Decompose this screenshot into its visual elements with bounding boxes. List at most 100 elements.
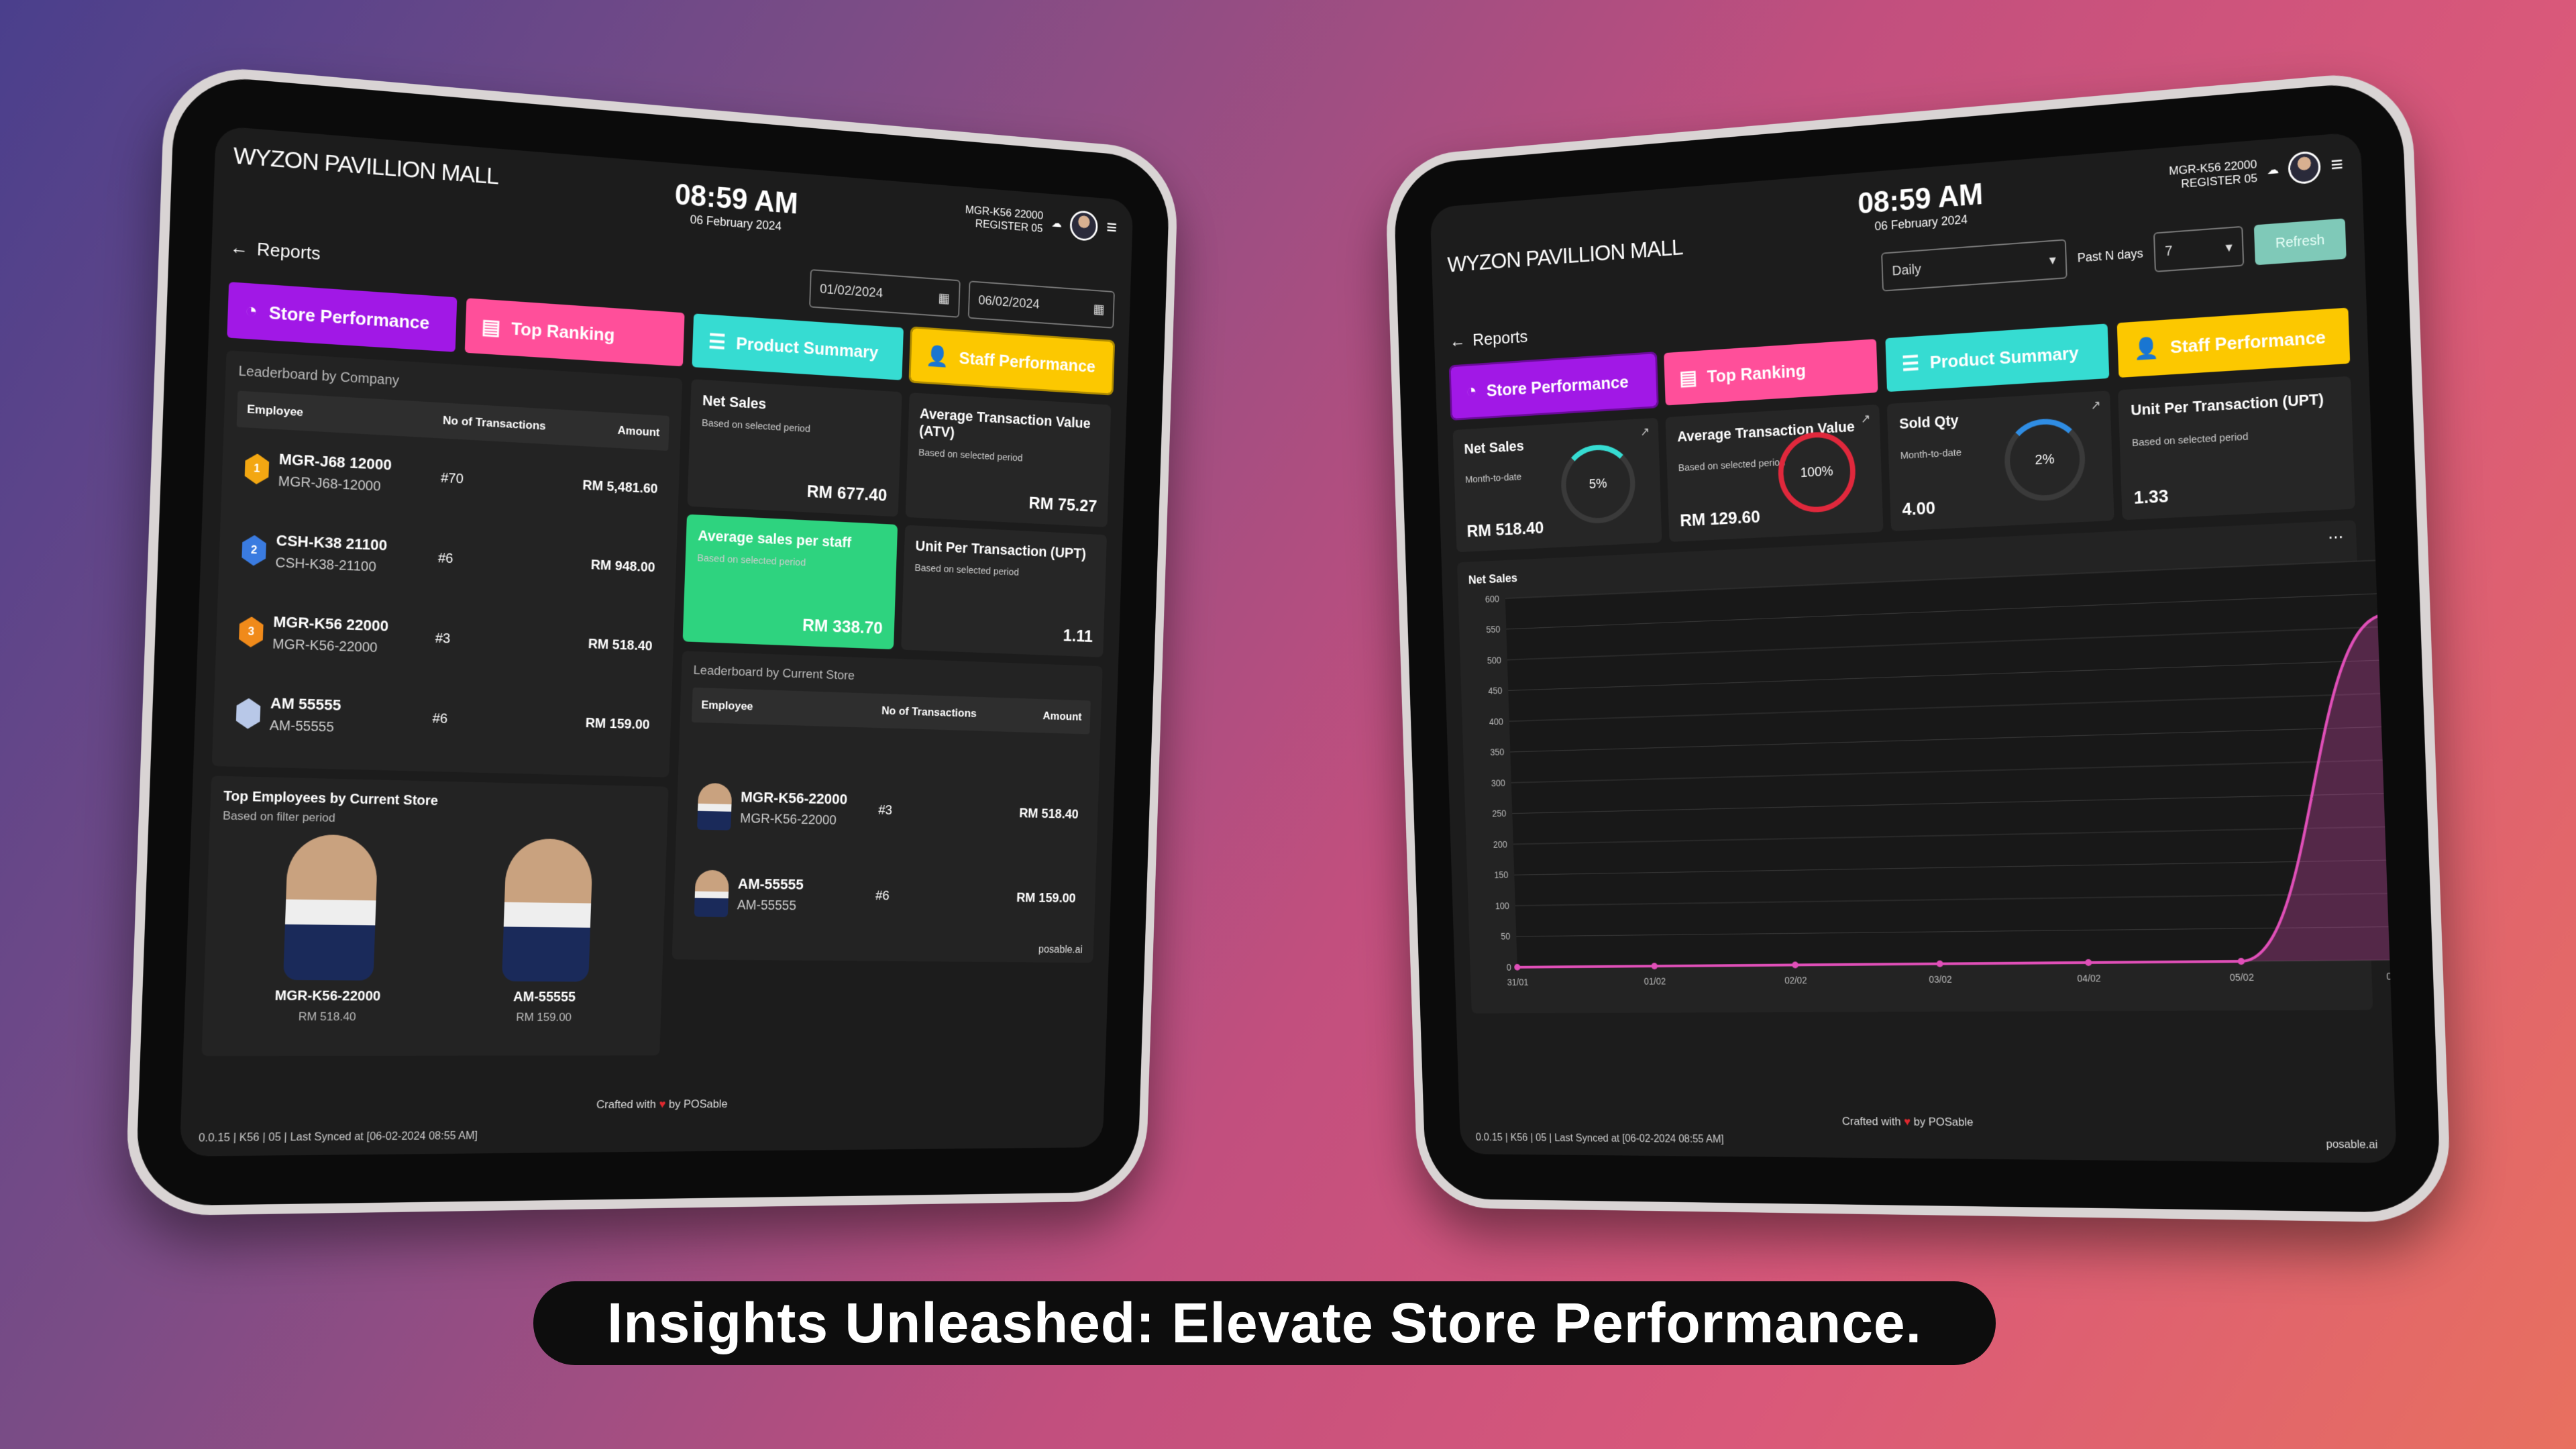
heart-icon: ♥: [1903, 1115, 1911, 1128]
x-tick-label: 31/01: [1507, 977, 1528, 987]
rank-medal-icon: 3: [239, 616, 264, 648]
y-tick-label: 300: [1491, 778, 1506, 789]
table-row[interactable]: AM-55555 AM-55555 #6 RM 159.00: [684, 849, 1085, 941]
caption-banner: Insights Unleashed: Elevate Store Perfor…: [533, 1281, 1996, 1365]
y-tick-label: 600: [1485, 594, 1499, 604]
rank-medal-icon: 1: [244, 453, 269, 484]
avatar[interactable]: [1069, 209, 1099, 242]
employee-photo: [694, 869, 730, 918]
progress-ring: 5%: [1560, 443, 1637, 525]
y-tick-label: 50: [1501, 932, 1511, 942]
briefcase-icon: ▤: [1678, 366, 1698, 390]
x-tick-label: 03/02: [1929, 974, 1952, 985]
person-icon: 👤: [2133, 336, 2160, 361]
plot-area: [1505, 559, 2397, 967]
date-from-input[interactable]: 01/02/2024 ▦: [809, 269, 961, 318]
kpi-card: Average Transaction Value (ATV) Based on…: [905, 392, 1112, 527]
cloud-sync-icon: ☁: [2266, 162, 2279, 177]
tab-store-performance[interactable]: ◔ Store Performance: [1448, 351, 1659, 421]
table-row[interactable]: AM 55555 AM-55555 #6 RM 159.00: [225, 672, 660, 765]
tab-product-summary[interactable]: ☰ Product Summary: [692, 313, 904, 380]
tab-top-ranking[interactable]: ▤ Top Ranking: [1663, 339, 1878, 406]
kpi-card: Unit Per Transaction (UPT) Based on sele…: [2118, 376, 2355, 521]
rank-medal-icon: [235, 698, 260, 729]
more-options-icon[interactable]: ⋯: [2327, 527, 2344, 546]
avatar[interactable]: [2288, 150, 2322, 185]
chevron-down-icon: ▾: [2049, 252, 2057, 268]
tab-store-performance[interactable]: ◔ Store Performance: [227, 282, 457, 352]
top-employees-panel: Top Employees by Current Store Based on …: [201, 775, 669, 1057]
x-tick-label: 05/02: [2229, 972, 2254, 983]
menu-icon[interactable]: ≡: [2330, 152, 2344, 177]
x-tick-label: 04/02: [2077, 973, 2101, 984]
kpi-card: Average Transaction Value Based on selec…: [1665, 404, 1884, 542]
calendar-icon: ▦: [1093, 301, 1105, 317]
table-row[interactable]: 3 MGR-K56 22000 MGR-K56-22000 #3 RM 518.4…: [228, 590, 663, 686]
tab-staff-performance[interactable]: 👤 Staff Performance: [908, 325, 1116, 396]
posable-logo: posable.ai: [2326, 1138, 2378, 1151]
arrow-left-icon: ←: [229, 236, 249, 259]
person-icon: 👤: [925, 344, 950, 368]
employee-photo: [501, 838, 594, 982]
calendar-icon: ▦: [938, 290, 951, 306]
progress-ring: 100%: [1776, 430, 1857, 515]
past-n-days-select[interactable]: 7 ▾: [2153, 225, 2245, 272]
kpi-card: Sold Qty Month-to-date 4.00 ↗ 2%: [1886, 390, 2114, 531]
net-sales-chart: Net Sales ⋯ 0 50 100 150 200 250 300 350 400 450 5…: [1457, 520, 2397, 1014]
chevron-down-icon: ▾: [2225, 239, 2233, 256]
version-sync-info: 0.0.15 | K56 | 05 | Last Synced at [06-0…: [198, 1130, 478, 1144]
trend-icon[interactable]: ↗: [1860, 411, 1871, 426]
posable-logo: posable.ai: [1038, 944, 1083, 956]
kpi-card: Unit Per Transaction (UPT) Based on sele…: [900, 525, 1108, 657]
top-employee-card[interactable]: MGR-K56-22000 RM 518.40: [215, 833, 443, 1024]
top-employee-card[interactable]: AM-55555 RM 159.00: [437, 837, 655, 1025]
rank-medal-icon: 2: [241, 535, 266, 566]
y-tick-label: 450: [1488, 686, 1502, 697]
table-row[interactable]: MGR-K56-22000 MGR-K56-22000 #3 RM 518.40: [688, 763, 1089, 857]
right-tablet: WYZON PAVILLION MALL 08:59 AM 06 February…: [1384, 68, 2453, 1224]
y-tick-label: 200: [1493, 839, 1508, 849]
menu-icon[interactable]: ≡: [1106, 216, 1118, 239]
version-sync-info: 0.0.15 | K56 | 05 | Last Synced at [06-0…: [1475, 1132, 1724, 1146]
briefcase-icon: ▤: [481, 315, 501, 339]
cloud-sync-icon: ☁: [1051, 217, 1063, 230]
receipt-icon: ☰: [1901, 352, 1920, 376]
chart-svg: 0 50 100 150 200 250 300 350 400 450 500 550 600 31/0…: [1485, 545, 2397, 987]
y-tick-label: 400: [1489, 716, 1504, 727]
x-tick-label: 02/02: [1784, 975, 1807, 986]
x-tick-label: 01/02: [1644, 976, 1666, 986]
employee-photo: [697, 782, 733, 830]
crafted-by: Crafted with ♥ by POSable: [1841, 1114, 1974, 1129]
tab-top-ranking[interactable]: ▤ Top Ranking: [464, 298, 685, 367]
kpi-card: Net Sales Based on selected period RM 67…: [687, 379, 902, 517]
progress-ring: 2%: [2003, 417, 2087, 503]
back-reports-button[interactable]: ← Reports: [229, 236, 321, 264]
date-to-input[interactable]: 06/02/2024 ▦: [967, 280, 1115, 329]
pie-chart-icon: ◔: [1465, 380, 1477, 402]
mall-name: WYZON PAVILLION MALL: [233, 142, 499, 190]
tab-staff-performance[interactable]: 👤 Staff Performance: [2116, 307, 2351, 378]
past-n-days-label: Past N days: [2077, 246, 2144, 265]
store-performance-screen: WYZON PAVILLION MALL 08:59 AM 06 February…: [1430, 131, 2397, 1163]
y-tick-label: 100: [1495, 901, 1510, 911]
y-tick-label: 0: [1507, 963, 1512, 973]
y-tick-label: 250: [1492, 809, 1507, 819]
refresh-button[interactable]: Refresh: [2253, 218, 2347, 266]
y-tick-label: 500: [1487, 655, 1501, 666]
tab-product-summary[interactable]: ☰ Product Summary: [1885, 323, 2109, 392]
crafted-by: Crafted with ♥ by POSable: [596, 1097, 728, 1112]
trend-icon[interactable]: ↗: [1640, 425, 1650, 439]
leaderboard-by-current-store: Leaderboard by Current Store Employee No …: [672, 651, 1103, 963]
pie-chart-icon: ◔: [244, 299, 258, 323]
y-tick-label: 150: [1494, 870, 1509, 880]
y-tick-label: 350: [1490, 747, 1505, 758]
leaderboard-by-company: Leaderboard by Company Employee No of Tra…: [211, 350, 683, 777]
kpi-card: Net Sales Month-to-date RM 518.40 ↗ 5%: [1452, 417, 1662, 553]
arrow-left-icon: ←: [1449, 330, 1466, 351]
left-tablet: WYZON PAVILLION MALL 08:59 AM 06 February…: [124, 62, 1179, 1216]
employee-photo: [283, 834, 379, 981]
kpi-card: Average sales per staff Based on selecte…: [682, 514, 898, 650]
heart-icon: ♥: [659, 1097, 666, 1111]
staff-performance-screen: WYZON PAVILLION MALL 08:59 AM 06 February…: [179, 125, 1134, 1157]
trend-icon[interactable]: ↗: [2090, 398, 2101, 413]
